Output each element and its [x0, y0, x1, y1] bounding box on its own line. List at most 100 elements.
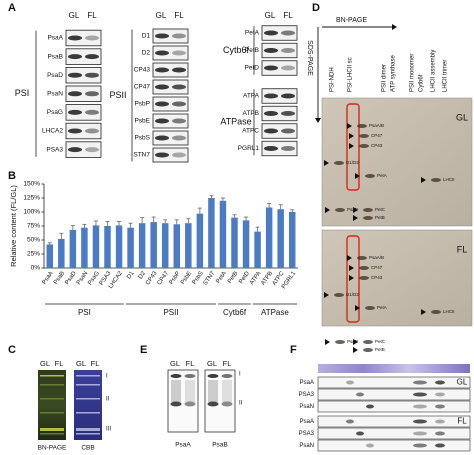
gel-band: [76, 428, 100, 431]
gel-band: [76, 412, 100, 414]
blot-band: [85, 54, 99, 60]
spot-arrow: [325, 339, 330, 345]
bar: [127, 227, 134, 268]
spot-label: PetA: [377, 305, 387, 310]
bar: [81, 227, 88, 268]
bar: [161, 223, 169, 268]
bar: [69, 229, 77, 268]
blot-band: [264, 111, 278, 116]
gel-spot: [365, 174, 375, 178]
blot-band: [68, 128, 82, 134]
x-tick-label: PetB: [227, 271, 239, 285]
bar: [242, 220, 250, 268]
bar: [196, 213, 204, 268]
row-label: STN7: [133, 152, 150, 159]
blot-cell: [152, 28, 189, 44]
bar: [208, 198, 215, 268]
row-label: PetA: [245, 30, 260, 37]
spot-arrow: [355, 173, 360, 179]
blot-band: [281, 128, 295, 134]
blot-band: [172, 33, 186, 39]
blot-cell: [152, 96, 189, 112]
blot-cell: [65, 29, 102, 47]
y-tick-label: 150%: [23, 181, 40, 188]
blot-row: [317, 439, 471, 452]
blot-band: [155, 84, 169, 90]
gel-band: [40, 375, 64, 377]
blot-band: [366, 404, 374, 409]
blot-band: [413, 404, 427, 409]
band-label: III: [106, 427, 111, 433]
blot-band: [172, 50, 186, 56]
row-label: PSA3: [46, 146, 63, 153]
gel-band: [76, 384, 100, 386]
gel-band: [40, 433, 64, 435]
row-label: CP47: [134, 84, 151, 91]
gel-spot: [363, 208, 373, 212]
x-tick-label: CP47: [157, 270, 171, 286]
blot-band: [85, 35, 99, 41]
blot-row: [317, 388, 471, 401]
complex-label: LHCII trimer: [443, 60, 449, 92]
y-tick-label: 0%: [31, 265, 41, 272]
gel-spot: [335, 340, 345, 344]
gel-band: [76, 433, 100, 435]
blot-band: [155, 118, 169, 124]
smear: [185, 380, 195, 402]
blot-band: [85, 91, 99, 97]
axis-label: BN-PAGE: [336, 17, 367, 24]
highlight-box: [346, 235, 360, 323]
bar: [104, 226, 111, 268]
blot-cell: [152, 147, 189, 163]
panel-label: A: [8, 2, 16, 14]
complex-label: ATP synthase: [391, 55, 397, 92]
blot-band: [413, 392, 427, 397]
blot-cell: [261, 60, 298, 76]
gel-band: [76, 375, 100, 377]
spot-arrow: [353, 339, 358, 345]
blot-band: [435, 419, 445, 424]
blot-cell: [65, 48, 102, 65]
column-header: GL: [265, 11, 276, 20]
band-label: II: [106, 397, 110, 403]
axis-label: SDS-PAGE: [306, 40, 313, 76]
spot-arrow: [353, 347, 358, 353]
complex-label: PSI-NDH: [330, 67, 336, 92]
blot-band: [68, 54, 82, 60]
bar: [185, 223, 192, 268]
blot-band: [346, 380, 354, 385]
gel-spot: [359, 276, 369, 280]
row-label: ATPC: [242, 128, 259, 135]
row-label: PsaA: [300, 380, 314, 386]
row-label: PsaN: [299, 404, 314, 410]
x-tick-label: D1: [126, 270, 136, 280]
blot-band: [264, 65, 278, 71]
block-label: GL: [457, 378, 468, 387]
blot-band: [413, 431, 427, 436]
blot-band: [264, 146, 278, 151]
blot-band: [346, 419, 354, 424]
bar: [254, 231, 261, 268]
spot-arrow: [347, 255, 352, 261]
blot-band: [281, 65, 295, 71]
blot-band: [85, 109, 99, 115]
spot-arrow: [325, 207, 330, 213]
blot-band: [413, 419, 427, 424]
spot-label: PsaA/B: [369, 123, 384, 128]
gel-spot: [359, 134, 369, 138]
blot-band: [170, 374, 182, 378]
bar: [231, 217, 238, 268]
spot-label: PetC: [375, 339, 386, 344]
blot-band: [85, 147, 99, 153]
blot-cell: [261, 88, 298, 104]
blot-band: [264, 48, 278, 53]
gel: [321, 97, 473, 227]
bar: [265, 207, 273, 268]
spot-label: CP47: [371, 265, 383, 270]
gel-label: FL: [457, 244, 468, 254]
blot-band: [172, 118, 186, 124]
lane-header: FL: [186, 359, 195, 368]
blot-cell: [261, 140, 298, 157]
blot-band: [172, 101, 186, 107]
blot-band: [435, 443, 445, 448]
